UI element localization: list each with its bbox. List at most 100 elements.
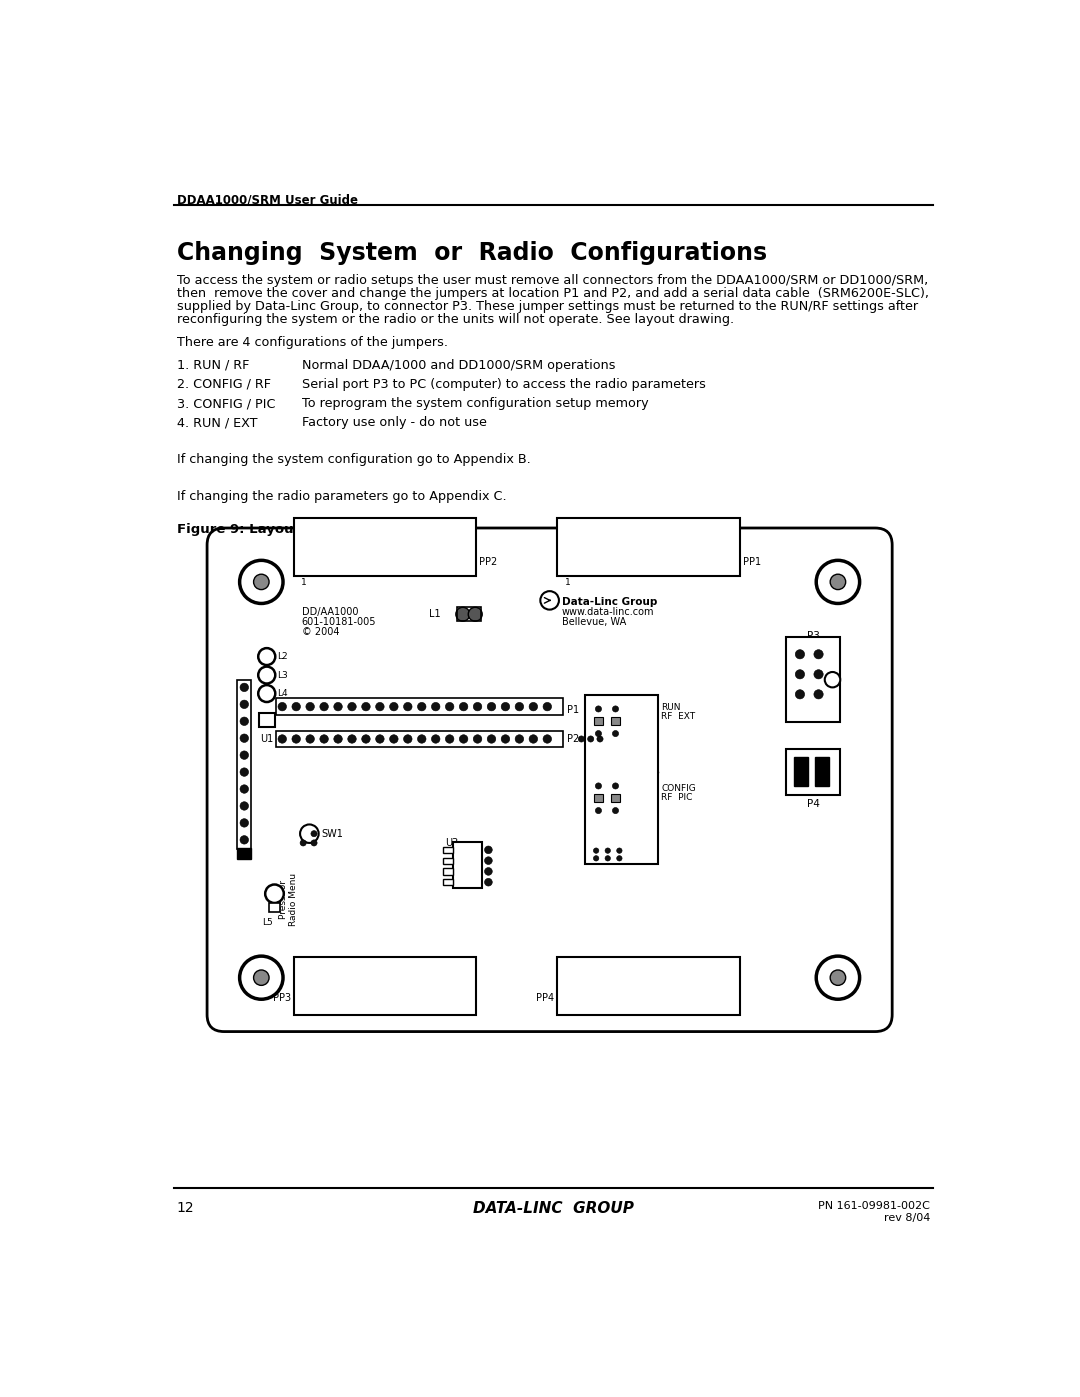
Text: To access the system or radio setups the user must remove all connectors from th: To access the system or radio setups the… [177,274,928,286]
Circle shape [578,736,584,742]
Text: Factory use only - do not use: Factory use only - do not use [301,416,486,429]
Circle shape [390,735,399,743]
Circle shape [379,556,392,569]
Bar [294,518,476,576]
Text: Changing  System  or  Radio  Configurations: Changing System or Radio Configurations [177,240,767,265]
Bar [611,718,620,725]
Circle shape [612,731,619,736]
Text: PP2: PP2 [480,557,498,567]
Circle shape [363,992,375,1004]
Circle shape [816,560,860,604]
Circle shape [395,992,408,1004]
Circle shape [691,992,704,1004]
Circle shape [240,700,248,708]
Text: supplied by Data-Linc Group, to connector P3. These jumper settings must be retu: supplied by Data-Linc Group, to connecto… [177,300,918,313]
Circle shape [825,672,840,687]
Circle shape [612,782,619,789]
Circle shape [314,992,326,1004]
Circle shape [240,752,248,760]
Circle shape [445,735,454,743]
Circle shape [240,835,248,844]
Circle shape [515,735,524,743]
Circle shape [540,591,559,609]
Circle shape [707,992,720,1004]
Circle shape [428,992,441,1004]
Text: 1: 1 [301,979,307,989]
Text: Serial port P3 to PC (computer) to access the radio parameters: Serial port P3 to PC (computer) to acces… [301,377,705,391]
Circle shape [418,735,426,743]
Circle shape [795,669,805,679]
Text: DDAA1000/SRM User Guide: DDAA1000/SRM User Guide [177,194,357,207]
Bar [453,842,482,888]
Circle shape [529,735,538,743]
Circle shape [485,879,492,886]
Circle shape [330,556,342,569]
Text: Bellevue, WA: Bellevue, WA [562,617,626,627]
Circle shape [278,735,286,743]
Circle shape [311,831,318,837]
Circle shape [617,855,622,861]
Circle shape [643,992,656,1004]
Circle shape [707,556,720,569]
Text: P3: P3 [807,631,820,641]
Circle shape [347,992,359,1004]
Circle shape [411,556,424,569]
Circle shape [543,735,552,743]
Text: RF  PIC: RF PIC [661,793,692,802]
Circle shape [593,855,598,861]
Text: Press for
Radio Menu: Press for Radio Menu [279,873,298,926]
Circle shape [831,970,846,985]
Circle shape [831,574,846,590]
Text: CONFIG: CONFIG [661,784,696,792]
Circle shape [501,703,510,711]
Circle shape [314,556,326,569]
Circle shape [254,970,269,985]
Bar [794,757,808,787]
Text: RF  EXT: RF EXT [661,712,696,721]
Text: To reprogram the system configuration setup memory: To reprogram the system configuration se… [301,397,648,411]
Text: PP1: PP1 [743,557,760,567]
Text: 4. RUN / EXT: 4. RUN / EXT [177,416,257,429]
Text: If changing the system configuration go to Appendix B.: If changing the system configuration go … [177,453,530,465]
Circle shape [487,703,496,711]
Circle shape [418,703,426,711]
Circle shape [562,992,573,1004]
Circle shape [659,556,672,569]
Circle shape [445,703,454,711]
Circle shape [240,956,283,999]
Circle shape [444,556,457,569]
Circle shape [691,556,704,569]
Circle shape [292,735,300,743]
Circle shape [515,703,524,711]
Circle shape [816,956,860,999]
Bar [557,518,740,576]
Text: RUN: RUN [661,703,680,712]
Text: 1: 1 [301,578,307,587]
Text: If changing the radio parameters go to Appendix C.: If changing the radio parameters go to A… [177,489,507,503]
Circle shape [605,848,610,854]
Circle shape [595,731,602,736]
Text: 1: 1 [565,979,570,989]
Circle shape [597,736,603,742]
Circle shape [529,703,538,711]
Circle shape [612,795,619,802]
Circle shape [485,856,492,865]
Bar [557,957,740,1014]
Text: RF: RF [238,834,251,844]
Circle shape [456,608,470,622]
Circle shape [240,683,248,692]
Circle shape [814,650,823,659]
Circle shape [595,782,602,789]
Circle shape [459,703,468,711]
Circle shape [562,556,573,569]
Text: P4: P4 [807,799,820,809]
Text: PP3: PP3 [272,993,291,1003]
Bar [611,795,620,802]
Circle shape [298,556,310,569]
Circle shape [610,556,622,569]
Circle shape [240,785,248,793]
Text: L4: L4 [278,689,288,698]
Circle shape [675,992,688,1004]
Circle shape [240,768,248,777]
Text: Normal DDAA/1000 and DD1000/SRM operations: Normal DDAA/1000 and DD1000/SRM operatio… [301,359,616,372]
